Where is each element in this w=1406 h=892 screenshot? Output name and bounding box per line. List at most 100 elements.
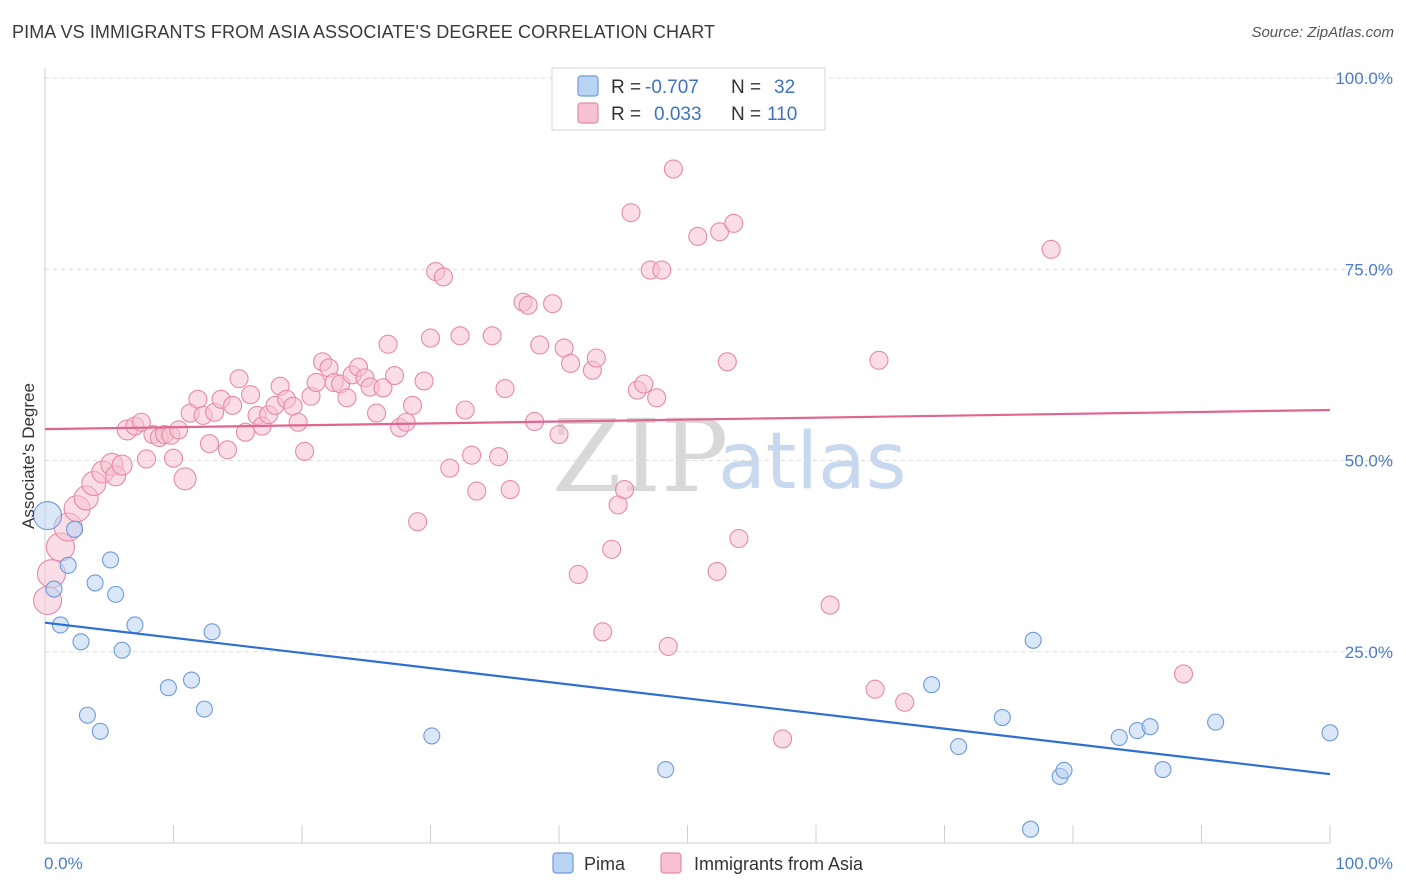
asia-point-84 (586, 348, 606, 368)
legend-n-label-2: N = (731, 104, 761, 125)
asia-point-95 (658, 636, 678, 656)
asia-point-65 (440, 458, 460, 478)
pima-point-4 (66, 520, 84, 538)
asia-point-14 (136, 449, 157, 469)
watermark: ZIP atlas (552, 398, 907, 515)
asia-point-41 (295, 441, 315, 461)
asia-point-105 (865, 679, 885, 699)
y-tick-labels: 25.0% 50.0% 75.0% 100.0% (1335, 69, 1393, 662)
asia-point-55 (378, 334, 398, 354)
y-tick-label-1: 50.0% (1345, 452, 1393, 471)
series-asia-points (33, 159, 1194, 749)
asia-point-60 (408, 512, 428, 532)
asia-point-28 (217, 440, 238, 460)
asia-point-96 (663, 159, 683, 179)
asia-point-93 (647, 388, 667, 408)
pima-point-1 (45, 580, 63, 598)
asia-point-77 (530, 335, 550, 355)
asia-point-58 (396, 412, 416, 432)
pima-point-28 (1141, 718, 1159, 736)
trend-line-asia (44, 408, 1331, 431)
pima-point-7 (86, 574, 104, 592)
pima-point-26 (1110, 728, 1128, 746)
legend-top: R = -0.707 N = 32 R = 0.033 N = 110 (551, 67, 826, 131)
asia-point-59 (402, 395, 423, 415)
asia-point-86 (602, 539, 622, 559)
asia-point-25 (199, 434, 220, 454)
pima-point-20 (950, 738, 968, 756)
legend-r-label-1: R = (611, 77, 641, 98)
asia-point-104 (820, 595, 840, 615)
asia-point-78 (543, 294, 563, 314)
pima-point-0 (33, 501, 63, 531)
asia-point-48 (337, 388, 357, 408)
asia-point-67 (455, 400, 475, 420)
asia-point-103 (773, 729, 793, 749)
asia-point-107 (895, 692, 915, 712)
watermark-atlas: atlas (718, 417, 907, 507)
asia-point-20 (169, 420, 189, 440)
asia-point-40 (288, 412, 308, 432)
source-label: Source: ZipAtlas.com (1251, 24, 1394, 41)
asia-point-66 (450, 326, 470, 346)
pima-point-18 (657, 761, 675, 779)
y-tick-label-3: 100.0% (1335, 69, 1393, 88)
pima-point-9 (101, 551, 120, 569)
asia-point-106 (869, 350, 889, 370)
asia-point-64 (433, 267, 453, 287)
pima-point-17 (423, 727, 441, 745)
series-pima-points (33, 501, 1339, 838)
pima-point-11 (113, 641, 131, 659)
pima-point-13 (159, 679, 177, 697)
asia-point-71 (489, 447, 509, 467)
pima-point-22 (1022, 820, 1040, 838)
asia-point-70 (482, 326, 502, 346)
x-tick-label-1: 100.0% (1335, 854, 1393, 873)
asia-point-32 (241, 385, 261, 405)
pima-point-31 (1321, 724, 1339, 742)
legend-r-value-2: 0.033 (654, 104, 702, 125)
asia-point-54 (373, 378, 393, 398)
asia-point-73 (500, 480, 520, 500)
legend-r-label-2: R = (611, 104, 641, 125)
pima-point-16 (203, 623, 221, 641)
asia-point-68 (462, 445, 482, 465)
bottom-legend-swatch-asia (660, 852, 682, 874)
asia-point-29 (223, 395, 243, 415)
asia-point-91 (634, 374, 654, 394)
asia-point-10 (111, 454, 133, 476)
asia-point-75 (518, 295, 538, 315)
pima-point-23 (1024, 631, 1042, 649)
asia-point-102 (729, 528, 749, 549)
asia-point-62 (420, 328, 441, 348)
asia-point-56 (384, 366, 405, 386)
pima-point-10 (107, 585, 125, 603)
y-tick-label-2: 75.0% (1345, 260, 1393, 279)
asia-point-97 (688, 226, 708, 246)
x-tick-label-0: 0.0% (44, 854, 83, 873)
asia-point-81 (561, 353, 581, 373)
asia-point-30 (229, 369, 249, 389)
asia-point-39 (283, 396, 303, 416)
asia-point-94 (652, 260, 672, 280)
chart-title: PIMA VS IMMIGRANTS FROM ASIA ASSOCIATE'S… (12, 22, 716, 42)
pima-point-6 (78, 706, 96, 724)
axes (44, 68, 1331, 844)
asia-point-31 (235, 422, 256, 442)
asia-point-43 (306, 372, 326, 393)
pima-point-30 (1207, 713, 1225, 731)
asia-point-53 (366, 403, 387, 423)
asia-point-21 (173, 467, 197, 491)
legend-swatch-asia (577, 102, 599, 124)
asia-point-79 (549, 424, 569, 445)
bottom-legend-label-pima: Pima (584, 854, 626, 874)
bottom-legend-swatch-pima (552, 852, 574, 874)
legend-n-label-1: N = (731, 77, 761, 98)
legend-swatch-pima (577, 75, 599, 97)
x-tick-labels: 0.0% 100.0% (44, 854, 1393, 873)
pima-point-5 (72, 633, 90, 651)
legend-r-value-1: -0.707 (645, 77, 699, 98)
watermark-zip: ZIP (552, 398, 728, 515)
asia-point-101 (724, 213, 744, 233)
